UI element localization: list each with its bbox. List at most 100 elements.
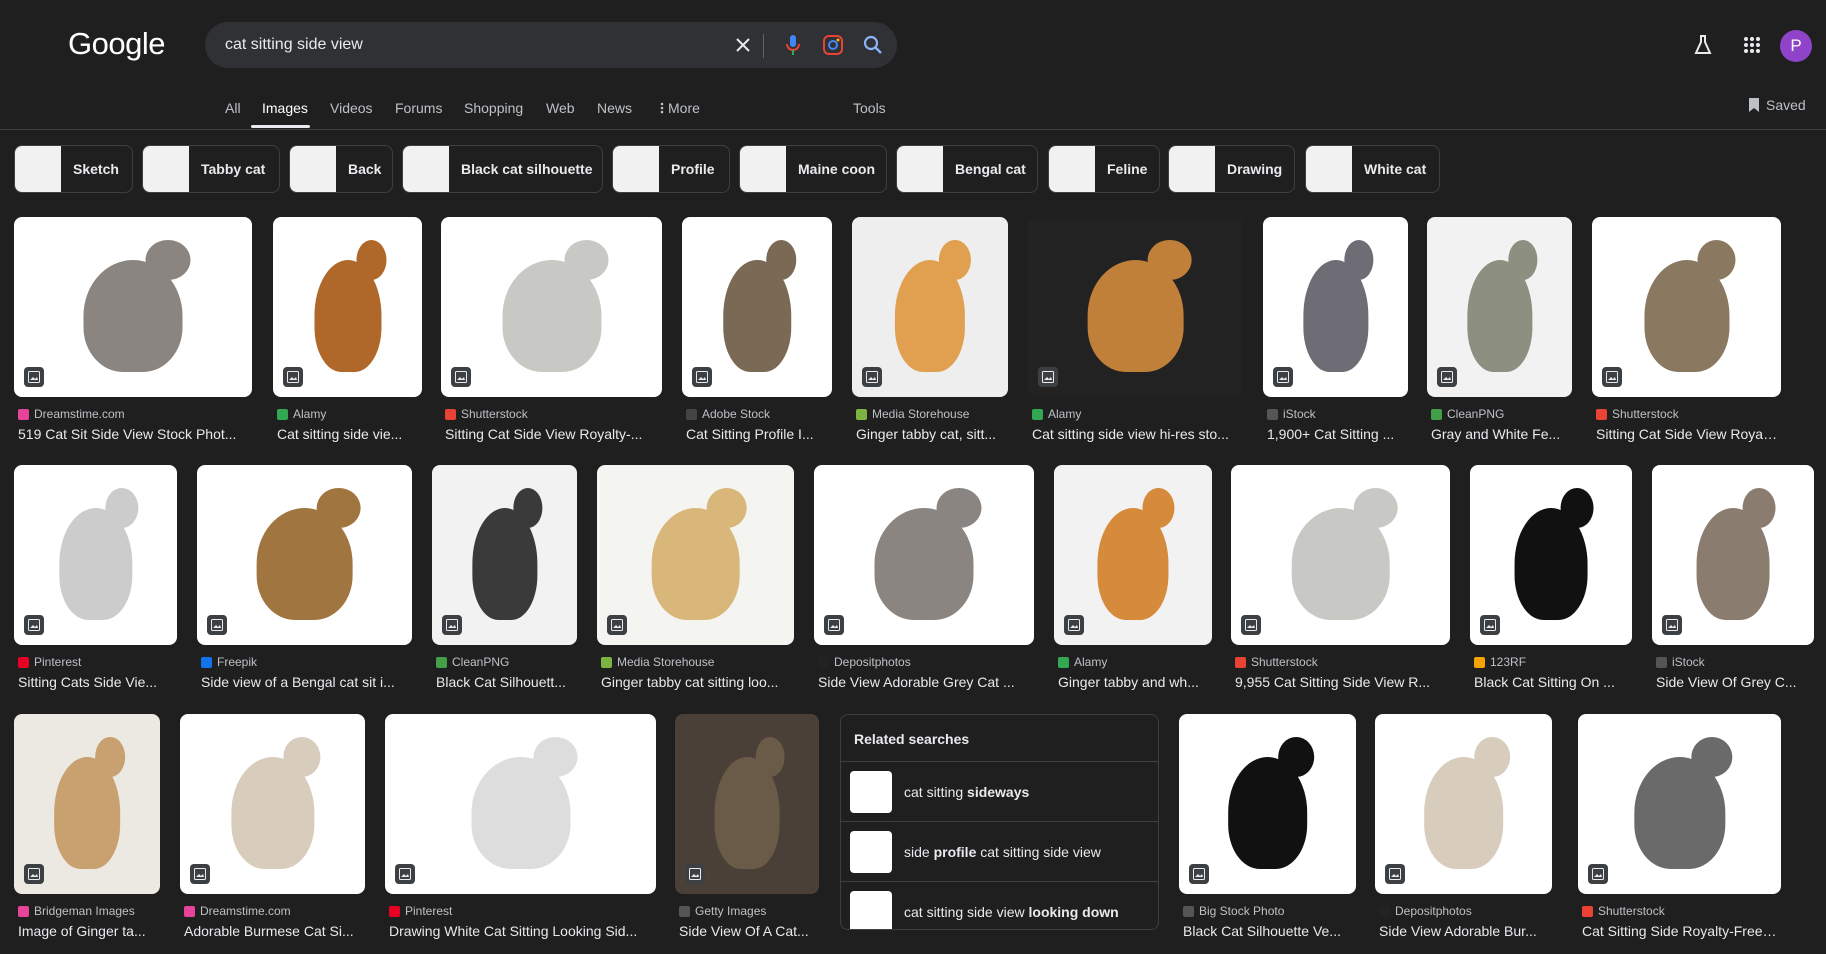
result-thumbnail[interactable]	[180, 714, 365, 894]
image-result[interactable]: iStock 1,900+ Cat Sitting ...	[1263, 217, 1408, 457]
result-title[interactable]: Side View Adorable Bur...	[1379, 923, 1537, 939]
result-thumbnail[interactable]	[1231, 465, 1450, 645]
search-input[interactable]	[225, 34, 705, 56]
result-title[interactable]: Side View Adorable Grey Cat ...	[818, 674, 1015, 690]
related-search-item[interactable]: cat sitting side view looking down	[841, 881, 1158, 929]
result-source[interactable]: Alamy	[1032, 407, 1243, 421]
image-result[interactable]: Alamy Cat sitting side vie...	[273, 217, 422, 457]
labs-icon[interactable]	[1686, 28, 1720, 62]
image-result[interactable]: Pinterest Drawing White Cat Sitting Looki…	[385, 714, 656, 954]
lens-icon[interactable]	[821, 33, 845, 57]
image-result[interactable]: Alamy Ginger tabby and wh...	[1054, 465, 1212, 705]
result-source[interactable]: Alamy	[1058, 655, 1212, 669]
result-title[interactable]: Side view of a Bengal cat sit i...	[201, 674, 395, 690]
result-thumbnail[interactable]	[814, 465, 1034, 645]
tools-button[interactable]: Tools	[853, 100, 886, 116]
image-result[interactable]: Depositphotos Side View Adorable Bur...	[1375, 714, 1552, 954]
result-source[interactable]: Depositphotos	[1379, 904, 1552, 918]
result-title[interactable]: Ginger tabby cat, sitt...	[856, 426, 997, 442]
tab-images[interactable]: Images	[262, 100, 308, 116]
result-source[interactable]: Dreamstime.com	[18, 407, 252, 421]
chip-back[interactable]: Back	[289, 145, 393, 193]
tab-forums[interactable]: Forums	[395, 100, 443, 116]
image-result[interactable]: Pinterest Sitting Cats Side Vie...	[14, 465, 177, 705]
image-result[interactable]: CleanPNG Gray and White Fe...	[1427, 217, 1572, 457]
result-thumbnail[interactable]	[432, 465, 577, 645]
image-result[interactable]: CleanPNG Black Cat Silhouett...	[432, 465, 577, 705]
result-thumbnail[interactable]	[852, 217, 1008, 397]
tab-news[interactable]: News	[597, 100, 633, 116]
result-title[interactable]: Cat Sitting Side Royalty-Free Ph...	[1582, 923, 1779, 939]
search-icon[interactable]	[861, 33, 885, 57]
related-search-item[interactable]: cat sitting sideways	[841, 761, 1158, 821]
tab-shopping[interactable]: Shopping	[464, 100, 524, 116]
avatar[interactable]: P	[1780, 30, 1812, 62]
result-thumbnail[interactable]	[1263, 217, 1408, 397]
result-source[interactable]: Dreamstime.com	[184, 904, 365, 918]
clear-icon[interactable]	[731, 33, 755, 57]
result-source[interactable]: Bridgeman Images	[18, 904, 160, 918]
chip-black-cat-silhouette[interactable]: Black cat silhouette	[402, 145, 603, 193]
result-source[interactable]: 123RF	[1474, 655, 1632, 669]
image-result[interactable]: Bridgeman Images Image of Ginger ta...	[14, 714, 160, 954]
chip-white-cat[interactable]: White cat	[1305, 145, 1440, 193]
image-result[interactable]: Shutterstock Sitting Cat Side View Royalt…	[441, 217, 662, 457]
result-title[interactable]: Black Cat Sitting On ...	[1474, 674, 1615, 690]
result-source[interactable]: CleanPNG	[436, 655, 577, 669]
result-source[interactable]: Media Storehouse	[856, 407, 1008, 421]
result-source[interactable]: Pinterest	[389, 904, 656, 918]
result-source[interactable]: CleanPNG	[1431, 407, 1572, 421]
result-thumbnail[interactable]	[1028, 217, 1243, 397]
image-result[interactable]: Media Storehouse Ginger tabby cat sitting…	[597, 465, 794, 705]
result-thumbnail[interactable]	[273, 217, 422, 397]
result-title[interactable]: Ginger tabby cat sitting loo...	[601, 674, 779, 690]
chip-maine-coon[interactable]: Maine coon	[739, 145, 887, 193]
result-source[interactable]: Depositphotos	[818, 655, 1034, 669]
image-result[interactable]: Freepik Side view of a Bengal cat sit i..…	[197, 465, 412, 705]
image-result[interactable]: Adobe Stock Cat Sitting Profile I...	[682, 217, 832, 457]
result-thumbnail[interactable]	[1179, 714, 1356, 894]
chip-tabby-cat[interactable]: Tabby cat	[142, 145, 280, 193]
result-source[interactable]: Alamy	[277, 407, 422, 421]
result-title[interactable]: Cat sitting side vie...	[277, 426, 403, 442]
result-source[interactable]: Shutterstock	[1235, 655, 1450, 669]
image-result[interactable]: Alamy Cat sitting side view hi-res sto...	[1028, 217, 1243, 457]
search-box[interactable]	[205, 22, 897, 68]
result-thumbnail[interactable]	[1578, 714, 1781, 894]
image-result[interactable]: Depositphotos Side View Adorable Grey Cat…	[814, 465, 1034, 705]
result-thumbnail[interactable]	[14, 217, 252, 397]
chip-feline[interactable]: Feline	[1048, 145, 1160, 193]
tab-videos[interactable]: Videos	[330, 100, 373, 116]
result-title[interactable]: Side View Of A Cat...	[679, 923, 809, 939]
result-title[interactable]: Black Cat Silhouette Ve...	[1183, 923, 1341, 939]
result-thumbnail[interactable]	[682, 217, 832, 397]
result-thumbnail[interactable]	[385, 714, 656, 894]
result-thumbnail[interactable]	[597, 465, 794, 645]
result-source[interactable]: Getty Images	[679, 904, 819, 918]
image-result[interactable]: Getty Images Side View Of A Cat...	[675, 714, 819, 954]
result-title[interactable]: Adorable Burmese Cat Si...	[184, 923, 354, 939]
result-source[interactable]: Shutterstock	[445, 407, 662, 421]
result-title[interactable]: Side View Of Grey C...	[1656, 674, 1797, 690]
result-title[interactable]: Sitting Cat Side View Royalty-...	[445, 426, 643, 442]
result-source[interactable]: Media Storehouse	[601, 655, 794, 669]
result-title[interactable]: Sitting Cats Side Vie...	[18, 674, 158, 690]
result-source[interactable]: Shutterstock	[1582, 904, 1781, 918]
chip-bengal-cat[interactable]: Bengal cat	[896, 145, 1038, 193]
image-result[interactable]: iStock Side View Of Grey C...	[1652, 465, 1814, 705]
google-logo[interactable]: Google	[68, 26, 165, 61]
result-source[interactable]: Adobe Stock	[686, 407, 832, 421]
image-result[interactable]: Dreamstime.com 519 Cat Sit Side View Stoc…	[14, 217, 252, 457]
saved-button[interactable]: Saved	[1748, 97, 1806, 113]
result-thumbnail[interactable]	[1652, 465, 1814, 645]
result-thumbnail[interactable]	[675, 714, 819, 894]
result-title[interactable]: Image of Ginger ta...	[18, 923, 146, 939]
result-source[interactable]: Shutterstock	[1596, 407, 1781, 421]
image-result[interactable]: Shutterstock Cat Sitting Side Royalty-Fre…	[1578, 714, 1781, 954]
chip-profile[interactable]: Profile	[612, 145, 730, 193]
result-thumbnail[interactable]	[1470, 465, 1632, 645]
result-title[interactable]: Black Cat Silhouett...	[436, 674, 566, 690]
result-thumbnail[interactable]	[1427, 217, 1572, 397]
result-title[interactable]: Ginger tabby and wh...	[1058, 674, 1199, 690]
result-source[interactable]: Big Stock Photo	[1183, 904, 1356, 918]
